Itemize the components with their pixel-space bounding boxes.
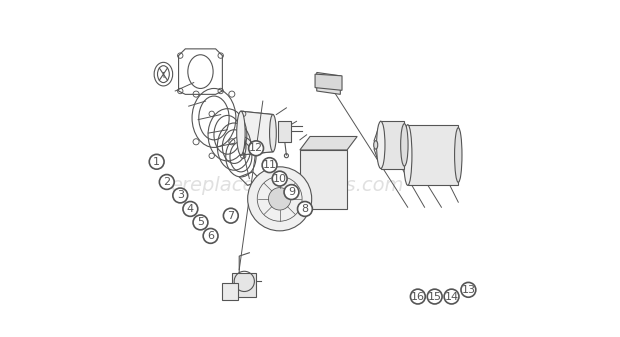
Text: 6: 6: [207, 231, 214, 241]
Text: 1: 1: [153, 157, 160, 167]
Text: 7: 7: [228, 211, 234, 221]
Ellipse shape: [237, 111, 245, 155]
FancyBboxPatch shape: [232, 273, 256, 297]
Circle shape: [427, 289, 442, 304]
Circle shape: [268, 188, 291, 210]
Circle shape: [461, 282, 476, 297]
Circle shape: [272, 171, 287, 186]
Text: 2: 2: [163, 177, 170, 187]
Ellipse shape: [270, 115, 277, 152]
Text: 12: 12: [249, 143, 263, 153]
Text: 11: 11: [262, 160, 277, 170]
Circle shape: [173, 188, 188, 203]
Circle shape: [223, 208, 238, 223]
Circle shape: [249, 141, 264, 156]
Ellipse shape: [374, 141, 378, 149]
Circle shape: [247, 167, 312, 231]
Circle shape: [193, 215, 208, 230]
Polygon shape: [315, 74, 342, 90]
FancyBboxPatch shape: [278, 121, 291, 142]
Text: ereplacementparts.com: ereplacementparts.com: [170, 176, 403, 195]
Circle shape: [410, 289, 425, 304]
Circle shape: [183, 202, 198, 216]
Text: 14: 14: [445, 292, 459, 302]
Text: 16: 16: [411, 292, 425, 302]
Ellipse shape: [454, 128, 462, 182]
Circle shape: [149, 154, 164, 169]
Text: 8: 8: [301, 204, 309, 214]
FancyBboxPatch shape: [381, 121, 404, 168]
Circle shape: [284, 185, 299, 200]
Ellipse shape: [404, 125, 412, 185]
Circle shape: [159, 175, 174, 189]
Text: 15: 15: [428, 292, 441, 302]
FancyBboxPatch shape: [408, 125, 458, 185]
FancyBboxPatch shape: [223, 283, 237, 300]
Text: 13: 13: [461, 285, 476, 295]
Polygon shape: [317, 72, 340, 94]
Polygon shape: [300, 136, 357, 150]
FancyBboxPatch shape: [300, 150, 347, 209]
Circle shape: [444, 289, 459, 304]
Circle shape: [298, 202, 312, 216]
Text: 10: 10: [273, 174, 286, 184]
Circle shape: [203, 228, 218, 243]
Text: 4: 4: [187, 204, 194, 214]
PathPatch shape: [241, 111, 273, 155]
Circle shape: [262, 158, 277, 173]
Ellipse shape: [376, 121, 385, 168]
Text: 9: 9: [288, 187, 295, 197]
Text: 3: 3: [177, 190, 184, 201]
Text: 5: 5: [197, 217, 204, 227]
Ellipse shape: [401, 124, 408, 166]
